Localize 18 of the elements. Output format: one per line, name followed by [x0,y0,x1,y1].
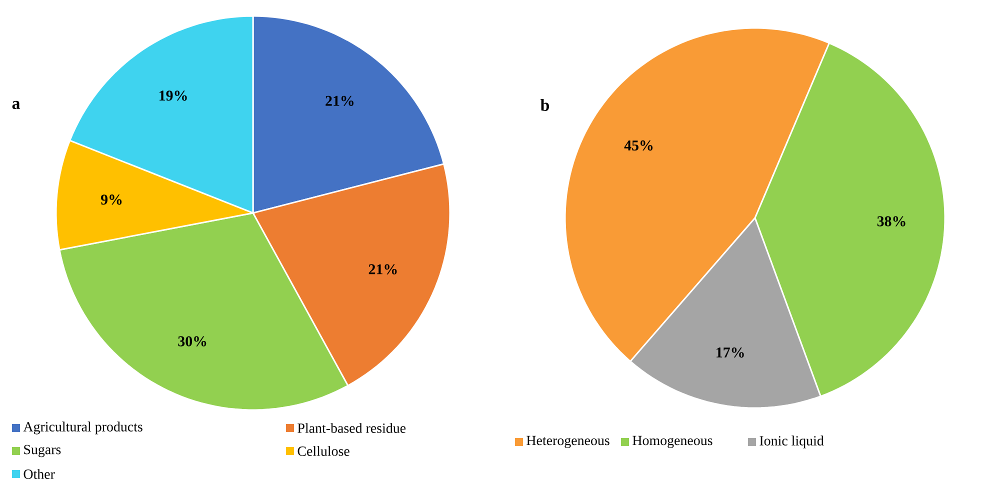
text: a [12,100,20,110]
data-label: 45% [624,140,653,151]
legend-label: Heterogeneous [526,436,610,448]
data-label: 21% [368,264,397,274]
data-label: 21% [326,96,354,106]
legend-label: Other [24,469,55,479]
legend-label: Agricultural products [23,422,142,434]
data-label: 30% [178,336,206,346]
legend-label: Ionic liquid [760,436,824,448]
data-label: 17% [716,347,744,358]
legend-label: Plant-based residue [298,423,406,433]
data-label: 9% [101,194,122,205]
data-label: 19% [160,90,187,101]
legend-label: Cellulose [298,446,350,456]
text: b [540,99,550,111]
legend-label: Homogeneous [632,436,712,448]
legend-label: Sugars [24,444,61,458]
data-label: 38% [877,216,906,226]
